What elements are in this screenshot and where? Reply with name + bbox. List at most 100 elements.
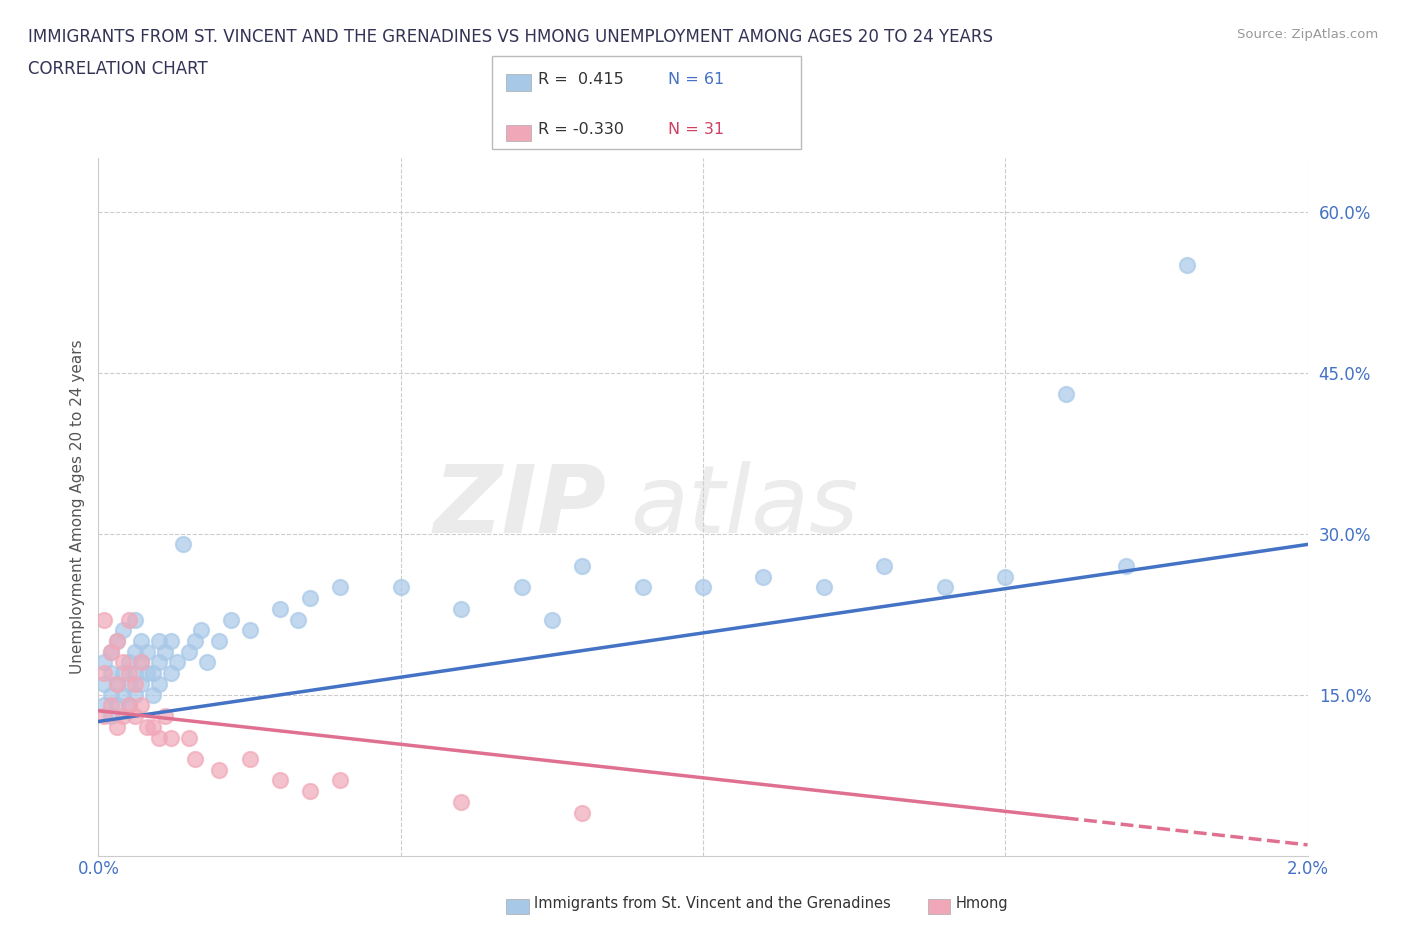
Point xyxy=(93,666,115,681)
Text: Immigrants from St. Vincent and the Grenadines: Immigrants from St. Vincent and the Gren… xyxy=(534,897,891,911)
Point xyxy=(873,558,896,573)
Point xyxy=(129,698,152,712)
Point xyxy=(287,612,309,627)
Point xyxy=(450,794,472,809)
Point xyxy=(160,730,183,745)
Point xyxy=(994,569,1017,584)
Point xyxy=(135,666,157,681)
Point xyxy=(148,633,170,648)
Point xyxy=(93,698,115,712)
Point xyxy=(124,666,146,681)
Point xyxy=(100,709,122,724)
Point xyxy=(118,612,141,627)
Point xyxy=(118,698,141,712)
Text: IMMIGRANTS FROM ST. VINCENT AND THE GRENADINES VS HMONG UNEMPLOYMENT AMONG AGES : IMMIGRANTS FROM ST. VINCENT AND THE GREN… xyxy=(28,28,993,46)
Point xyxy=(153,644,176,659)
Point xyxy=(329,773,352,788)
Point xyxy=(571,558,593,573)
Point xyxy=(118,698,141,712)
Point xyxy=(510,580,533,595)
Point xyxy=(1115,558,1137,573)
Point xyxy=(195,655,218,670)
Point xyxy=(124,709,146,724)
Point xyxy=(100,644,122,659)
Point xyxy=(166,655,188,670)
Point xyxy=(934,580,956,595)
Point xyxy=(111,709,134,724)
Point xyxy=(571,805,593,820)
Point xyxy=(148,730,170,745)
Point xyxy=(142,666,165,681)
Point xyxy=(105,720,128,735)
Point xyxy=(1175,258,1198,272)
Point xyxy=(129,655,152,670)
Y-axis label: Unemployment Among Ages 20 to 24 years: Unemployment Among Ages 20 to 24 years xyxy=(69,339,84,674)
Point xyxy=(184,751,207,766)
Point xyxy=(100,687,122,702)
Point xyxy=(118,676,141,691)
Point xyxy=(179,644,201,659)
Point xyxy=(129,676,152,691)
Point xyxy=(208,763,231,777)
Point xyxy=(124,676,146,691)
Text: ZIP: ZIP xyxy=(433,461,606,552)
Point xyxy=(692,580,714,595)
Point xyxy=(160,666,183,681)
Point xyxy=(752,569,775,584)
Point xyxy=(450,602,472,617)
Point xyxy=(105,676,128,691)
Point xyxy=(135,720,157,735)
Point xyxy=(105,633,128,648)
Point xyxy=(631,580,654,595)
Text: Source: ZipAtlas.com: Source: ZipAtlas.com xyxy=(1237,28,1378,41)
Text: R = -0.330: R = -0.330 xyxy=(538,122,624,137)
Point xyxy=(118,655,141,670)
Point xyxy=(100,644,122,659)
Point xyxy=(111,666,134,681)
Point xyxy=(179,730,201,745)
Point xyxy=(148,655,170,670)
Point xyxy=(124,612,146,627)
Point xyxy=(208,633,231,648)
Point xyxy=(184,633,207,648)
Point xyxy=(269,773,291,788)
Point xyxy=(129,655,152,670)
Text: N = 61: N = 61 xyxy=(668,72,724,86)
Point xyxy=(111,623,134,638)
Point xyxy=(190,623,212,638)
Text: Hmong: Hmong xyxy=(956,897,1008,911)
Point xyxy=(153,709,176,724)
Point xyxy=(540,612,562,627)
Point xyxy=(93,709,115,724)
Point xyxy=(160,633,183,648)
Point xyxy=(124,644,146,659)
Point xyxy=(389,580,412,595)
Text: R =  0.415: R = 0.415 xyxy=(538,72,624,86)
Point xyxy=(124,687,146,702)
Point xyxy=(100,698,122,712)
Text: atlas: atlas xyxy=(630,461,859,552)
Point xyxy=(813,580,835,595)
Point xyxy=(142,720,165,735)
Point xyxy=(129,633,152,648)
Point xyxy=(111,687,134,702)
Point xyxy=(100,666,122,681)
Point xyxy=(105,676,128,691)
Point xyxy=(269,602,291,617)
Point xyxy=(299,591,322,605)
Point xyxy=(239,751,262,766)
Text: CORRELATION CHART: CORRELATION CHART xyxy=(28,60,208,78)
Point xyxy=(221,612,243,627)
Point xyxy=(172,537,194,551)
Point xyxy=(105,698,128,712)
Point xyxy=(118,666,141,681)
Point xyxy=(93,655,115,670)
Text: N = 31: N = 31 xyxy=(668,122,724,137)
Point xyxy=(1054,387,1077,402)
Point xyxy=(299,784,322,799)
Point xyxy=(93,612,115,627)
Point xyxy=(329,580,352,595)
Point xyxy=(239,623,262,638)
Point xyxy=(142,687,165,702)
Point xyxy=(105,633,128,648)
